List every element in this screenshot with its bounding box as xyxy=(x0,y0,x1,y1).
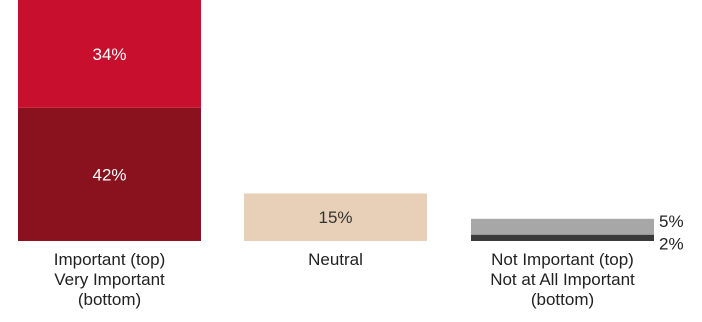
bar-segment-2-1 xyxy=(471,218,654,235)
bar-segment-0-1 xyxy=(18,0,201,108)
data-label-0-1: 34% xyxy=(92,45,126,64)
data-label-1-0: 15% xyxy=(318,208,352,227)
bar-segment-2-0 xyxy=(471,234,654,241)
category-label-0: Important (top) Very Important (bottom) xyxy=(53,250,166,309)
bar-segment-0-0 xyxy=(18,107,201,241)
data-label-2-0: 2% xyxy=(659,235,684,254)
data-label-0-0: 42% xyxy=(92,165,126,184)
category-label-1: Neutral xyxy=(308,250,363,269)
bar-segment-1-0 xyxy=(244,193,427,241)
category-label-2: Not Important (top) Not at All Important… xyxy=(490,250,635,309)
data-label-2-1: 5% xyxy=(659,212,684,231)
